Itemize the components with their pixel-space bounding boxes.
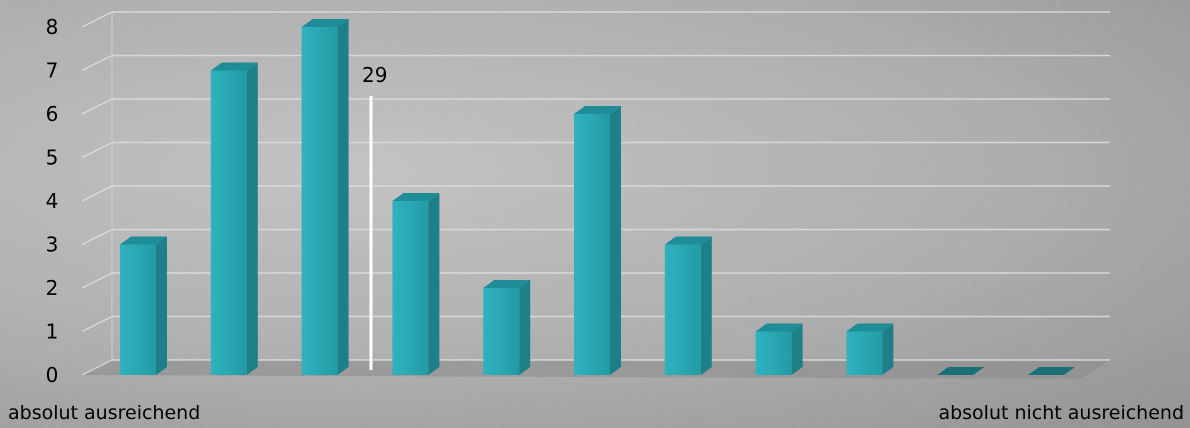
bar [301,19,349,375]
bar-front [120,244,156,375]
bar-top [755,323,803,332]
bar [937,367,985,375]
bar-top [846,323,894,332]
bar-side [610,106,621,375]
y-tick-label: 2 [46,276,59,300]
annotation-label: 29 [362,63,387,87]
bar [664,236,712,375]
bar-top [120,236,167,245]
gridline-depth [81,54,113,72]
bar-flat [1028,367,1075,375]
gridline-depth [81,359,113,376]
bar [210,62,258,375]
annotation: 29 [362,63,387,370]
gridline-depth [81,98,113,115]
bar [846,323,894,375]
bar-front [664,244,701,375]
y-axis: 0 1 2 3 4 5 6 7 8 [46,15,59,387]
bar [1028,367,1075,375]
bar-front [574,114,610,375]
y-tick-label: 4 [46,189,59,213]
gridline-depth [81,272,113,289]
bars [120,19,1075,375]
bar-front [755,331,792,375]
gridline-depth [81,228,113,246]
bar-front [483,288,520,375]
scale-left-label: absolut ausreichend [8,402,201,424]
bar-front [210,70,247,375]
bar-top [210,62,258,71]
y-tick-label: 7 [46,59,59,83]
bar [392,193,440,375]
bar [755,323,803,375]
bar-top [574,106,621,114]
y-tick-label: 8 [46,15,59,39]
bar [483,280,531,375]
bar-front [301,27,338,375]
bar [120,236,167,375]
bar-top [664,236,712,245]
gridline-depth [81,141,113,159]
bar-flat [937,367,985,375]
bar-side [246,62,258,375]
bar-side [337,19,349,375]
bar-top [483,280,531,288]
bar-side [428,193,440,375]
bar-front [846,331,883,375]
bar-side [791,323,803,375]
bar-front [392,201,429,375]
gridline-depth [81,185,113,202]
gridline-depth [81,315,113,333]
scale-right-label: absolut nicht ausreichend [938,402,1184,424]
bar-side [700,236,712,375]
bar-side [519,280,531,375]
bar-top [392,193,440,201]
y-tick-label: 6 [46,102,59,126]
y-tick-label: 5 [46,146,59,170]
y-tick-label: 1 [46,320,59,344]
bar [574,106,621,375]
gridline-depth [81,11,113,28]
bar-top [301,19,349,27]
bar-side [156,236,167,375]
y-tick-label: 3 [46,233,59,257]
y-tick-label: 0 [46,363,59,387]
bar-side [882,323,894,375]
